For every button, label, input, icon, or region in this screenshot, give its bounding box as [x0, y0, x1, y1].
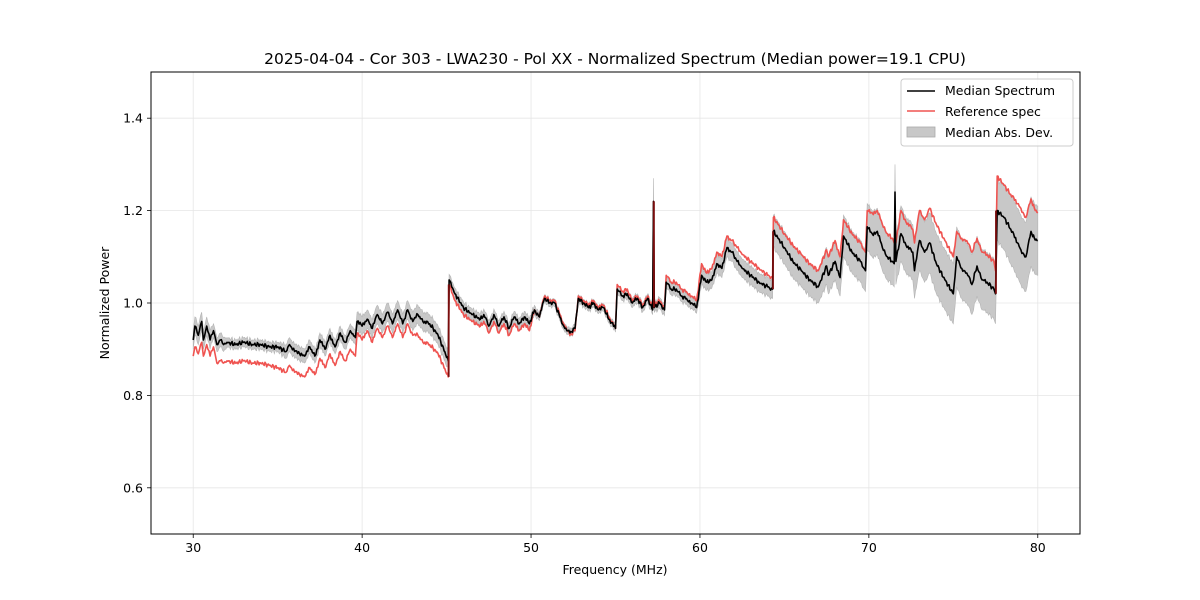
y-tick-label: 1.2 — [123, 203, 143, 218]
plot-area — [192, 164, 1039, 378]
x-tick-label: 50 — [523, 540, 539, 555]
x-axis: 30 40 50 60 70 80 — [185, 534, 1046, 555]
chart-title: 2025-04-04 - Cor 303 - LWA230 - Pol XX -… — [264, 50, 966, 68]
legend: Median Spectrum Reference spec Median Ab… — [900, 78, 1074, 147]
y-tick-label: 1.4 — [123, 111, 143, 126]
legend-label-median-spectrum: Median Spectrum — [945, 83, 1055, 98]
x-tick-label: 60 — [692, 540, 708, 555]
legend-label-reference-spec: Reference spec — [945, 104, 1041, 119]
series-median-spectrum-line — [192, 191, 1038, 362]
y-axis: 0.6 0.8 1.0 1.2 1.4 — [123, 111, 151, 495]
y-tick-label: 0.8 — [123, 388, 143, 403]
y-tick-label: 0.6 — [123, 480, 143, 495]
y-axis-label: Normalized Power — [97, 246, 112, 360]
x-tick-label: 70 — [861, 540, 877, 555]
x-axis-label: Frequency (MHz) — [562, 562, 667, 577]
x-tick-label: 40 — [354, 540, 370, 555]
legend-swatch-median-abs-dev — [906, 126, 936, 138]
legend-box — [900, 78, 1074, 147]
y-tick-label: 1.0 — [123, 296, 143, 311]
x-tick-label: 30 — [185, 540, 201, 555]
legend-label-median-abs-dev: Median Abs. Dev. — [945, 125, 1053, 140]
x-tick-label: 80 — [1030, 540, 1046, 555]
